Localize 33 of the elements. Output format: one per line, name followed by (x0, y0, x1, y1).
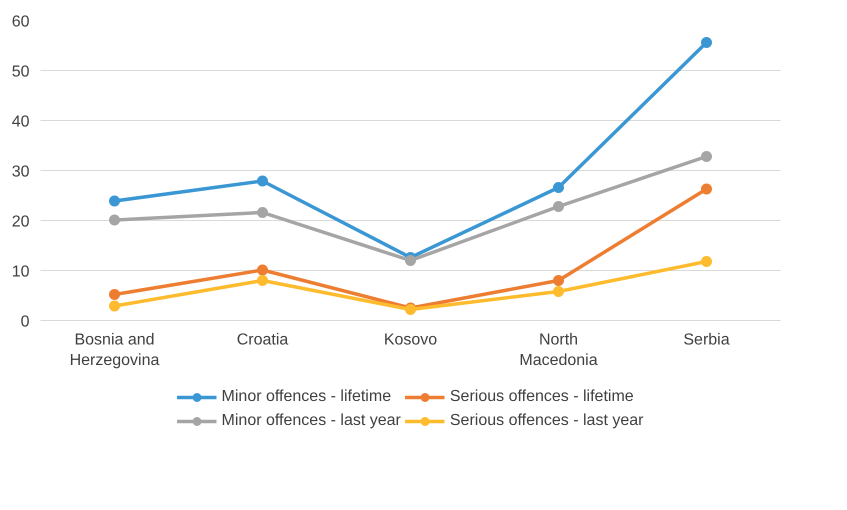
point (553, 201, 564, 212)
y-tick-label: 20 (12, 214, 30, 230)
x-tick-label: Croatia (236, 332, 288, 348)
legend-label: Serious offences - lifetime (450, 388, 634, 406)
point (257, 275, 268, 286)
legend-label: Serious offences - last year (450, 412, 644, 430)
point (701, 151, 712, 162)
point (701, 184, 712, 194)
point (701, 256, 712, 267)
point (109, 196, 120, 206)
point (405, 255, 416, 266)
point (257, 176, 268, 186)
y-tick-label: 0 (20, 314, 30, 330)
y-tick-label: 50 (12, 64, 30, 80)
y-tick-label: 30 (12, 164, 30, 180)
point (109, 289, 120, 300)
point (701, 37, 712, 48)
y-tick-label: 60 (12, 14, 30, 30)
y-tick-label: 40 (12, 114, 30, 130)
x-tick-label: Bosnia and Herzegovina (70, 332, 160, 369)
point (553, 275, 564, 286)
point (553, 286, 564, 297)
point (109, 214, 120, 226)
point (109, 300, 120, 312)
point (257, 264, 268, 276)
x-tick-label: North Macedonia (519, 332, 598, 369)
x-tick-label: Serbia (683, 332, 730, 348)
point (553, 182, 564, 193)
point (257, 207, 268, 218)
x-tick-label: Kosovo (384, 332, 438, 348)
legend-label: Minor offences - last year (222, 412, 401, 430)
y-tick-label: 10 (12, 264, 30, 280)
legend-label: Minor offences - lifetime (222, 388, 392, 406)
